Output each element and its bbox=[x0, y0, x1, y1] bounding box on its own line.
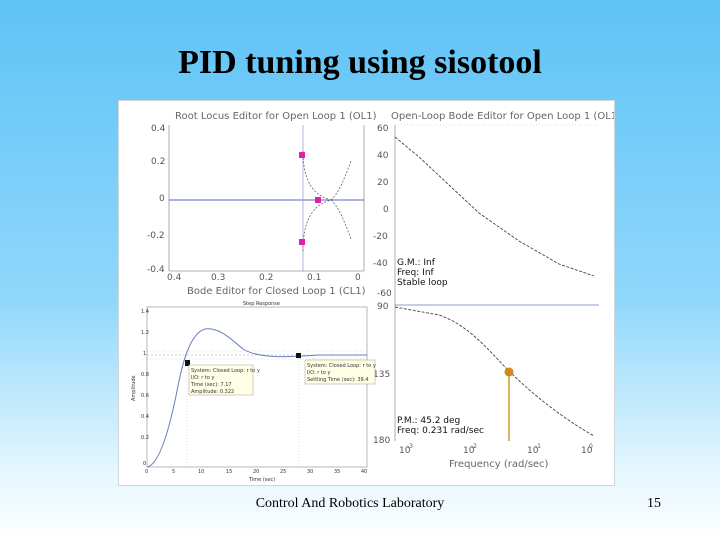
freq-tick: 10 bbox=[581, 446, 593, 456]
step-xtick: 5 bbox=[172, 469, 175, 475]
step-ytick: 0 bbox=[143, 461, 146, 467]
freq-tick-exp: -2 bbox=[471, 443, 477, 450]
datatip-line: System: Closed Loop: r to y bbox=[191, 368, 260, 374]
pm-text: P.M.: 45.2 deg bbox=[397, 416, 460, 426]
mag-tick: 40 bbox=[377, 151, 389, 161]
freq-tick: 10 bbox=[463, 446, 475, 456]
magnitude-curve[interactable] bbox=[394, 136, 595, 277]
root-locus-editor: Root Locus Editor for Open Loop 1 (OL1) … bbox=[147, 111, 377, 283]
datatip-line: I/O: r to y bbox=[307, 370, 331, 376]
peak-marker[interactable] bbox=[185, 360, 190, 366]
phase-tick: 180 bbox=[373, 436, 390, 446]
datatip-line: Settling Time (sec): 39.4 bbox=[307, 377, 368, 383]
step-xtick: 25 bbox=[280, 469, 286, 475]
step-ytick: 0.6 bbox=[141, 393, 149, 399]
closed-loop-pole-marker[interactable] bbox=[299, 239, 305, 245]
datatip-line: Amplitude: 0.322 bbox=[191, 389, 234, 395]
mag-tick: 60 bbox=[377, 124, 389, 134]
step-xtick: 30 bbox=[307, 469, 313, 475]
rl-ytick: 0.4 bbox=[151, 124, 166, 134]
sisotool-figure: Root Locus Editor for Open Loop 1 (OL1) … bbox=[131, 111, 614, 483]
closed-loop-pole-marker[interactable] bbox=[299, 152, 305, 158]
gm-text: G.M.: Inf bbox=[397, 258, 436, 268]
rl-ytick: -0.2 bbox=[147, 231, 165, 241]
step-ytick: 1.2 bbox=[141, 330, 149, 336]
closed-loop-title: Bode Editor for Closed Loop 1 (CL1) bbox=[187, 286, 366, 297]
step-title: Step Response bbox=[243, 301, 280, 307]
step-ytick: 1.4 bbox=[141, 309, 149, 315]
freq-tick-exp: -1 bbox=[535, 443, 541, 450]
step-xtick: 10 bbox=[198, 469, 204, 475]
step-ytick: 1 bbox=[143, 351, 146, 357]
sisotool-screenshot: Root Locus Editor for Open Loop 1 (OL1) … bbox=[118, 100, 615, 486]
freq-axis-label: Frequency (rad/sec) bbox=[449, 459, 549, 470]
step-ytick: 0.4 bbox=[141, 414, 149, 420]
rl-xtick: 0.1 bbox=[307, 273, 321, 283]
closed-loop-pole-marker[interactable] bbox=[315, 197, 321, 203]
step-xtick: 0 bbox=[145, 469, 148, 475]
rl-ytick: 0.2 bbox=[151, 157, 165, 167]
settle-marker[interactable] bbox=[296, 353, 301, 358]
step-response-curve[interactable] bbox=[146, 328, 367, 468]
freq-tick-exp: 0 bbox=[589, 443, 593, 450]
step-xtick: 20 bbox=[253, 469, 259, 475]
datatip-line: Time (sec): 7.17 bbox=[190, 382, 232, 388]
freq-tick: 10 bbox=[399, 446, 411, 456]
footer-lab-name: Control And Robotics Laboratory bbox=[255, 496, 445, 511]
freq-tick: 10 bbox=[527, 446, 539, 456]
phase-tick: 135 bbox=[373, 370, 390, 380]
phase-tick: 90 bbox=[377, 302, 389, 312]
step-ytick: 0.8 bbox=[141, 372, 149, 378]
mag-tick: 20 bbox=[377, 178, 389, 188]
bode-open-title: Open-Loop Bode Editor for Open Loop 1 (O… bbox=[391, 111, 614, 122]
phase-margin-marker[interactable] bbox=[504, 367, 514, 377]
gm-freq-text: Freq: Inf bbox=[397, 268, 435, 278]
datatip-line: System: Closed Loop: r to y bbox=[307, 363, 376, 369]
rl-xtick: 0.2 bbox=[259, 273, 273, 283]
mag-tick: 0 bbox=[383, 205, 389, 215]
step-xtick: 35 bbox=[334, 469, 340, 475]
step-xtick: 40 bbox=[361, 469, 367, 475]
datatip-line: I/O: r to y bbox=[191, 375, 215, 381]
rl-xtick: 0.3 bbox=[211, 273, 225, 283]
mag-tick: -60 bbox=[377, 289, 392, 299]
slide-title: PID tuning using sisotool bbox=[178, 44, 542, 81]
mag-tick: -20 bbox=[373, 232, 388, 242]
rl-ytick: -0.4 bbox=[147, 265, 165, 275]
step-xtick: 15 bbox=[226, 469, 232, 475]
root-locus-title: Root Locus Editor for Open Loop 1 (OL1) bbox=[175, 111, 377, 122]
rl-xtick: 0.4 bbox=[167, 273, 182, 283]
step-response-plot: Step Response 1.4 1.2 1 0.8 0.6 0.4 0.2 … bbox=[131, 301, 376, 483]
settle-datatip bbox=[304, 359, 376, 385]
step-ylabel: Amplitude bbox=[131, 375, 137, 401]
pm-freq-text: Freq: 0.231 rad/sec bbox=[397, 426, 484, 436]
step-xlabel: Time (sec) bbox=[248, 477, 275, 483]
mag-tick: -40 bbox=[373, 259, 388, 269]
step-ytick: 0.2 bbox=[141, 435, 149, 441]
freq-tick-exp: -3 bbox=[407, 443, 413, 450]
peak-datatip bbox=[188, 364, 254, 396]
rl-ytick: 0 bbox=[159, 194, 165, 204]
stability-text: Stable loop bbox=[397, 278, 448, 288]
rl-xtick: 0 bbox=[355, 273, 361, 283]
open-loop-bode-editor: Open-Loop Bode Editor for Open Loop 1 (O… bbox=[373, 111, 614, 470]
page-number: 15 bbox=[647, 496, 661, 511]
